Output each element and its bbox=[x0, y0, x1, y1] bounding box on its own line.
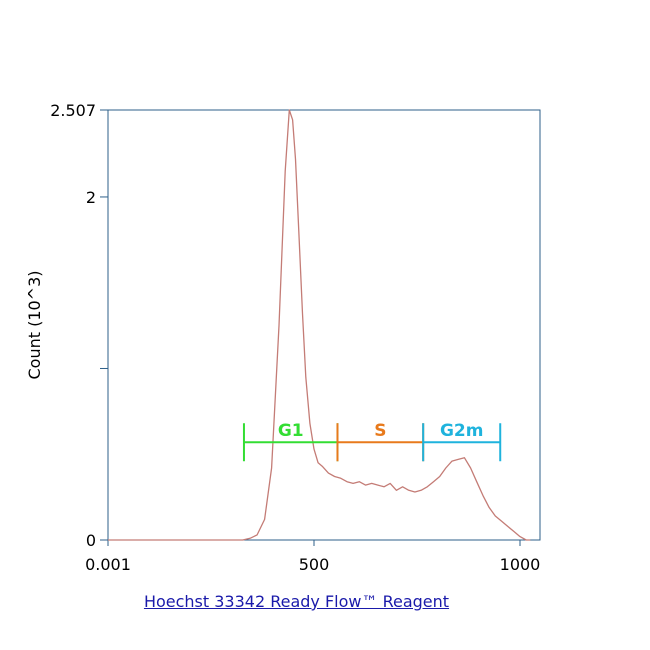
gate-s-label: S bbox=[374, 421, 386, 441]
reagent-link[interactable]: Hoechst 33342 Ready Flow™ Reagent bbox=[143, 592, 450, 611]
gate-g2m-label: G2m bbox=[440, 421, 484, 441]
gate-g1-label: G1 bbox=[278, 421, 304, 441]
x-tick-label: 1000 bbox=[500, 555, 541, 574]
x-tick-label: 0.001 bbox=[85, 555, 131, 574]
histogram-line bbox=[108, 109, 531, 541]
y-tick-label: 2 bbox=[86, 188, 96, 207]
plot-frame bbox=[107, 109, 541, 541]
y-tick-label: 0 bbox=[86, 531, 96, 550]
y-tick-label: 2.507 bbox=[50, 101, 96, 120]
y-axis-title-group: Count (10^3) bbox=[25, 270, 44, 379]
x-tick-label: 500 bbox=[299, 555, 330, 574]
y-axis-title: Count (10^3) bbox=[25, 270, 44, 379]
plot-layer: 0 2 2.507 0.001 500 1000 G1 S G2m bbox=[50, 101, 541, 574]
